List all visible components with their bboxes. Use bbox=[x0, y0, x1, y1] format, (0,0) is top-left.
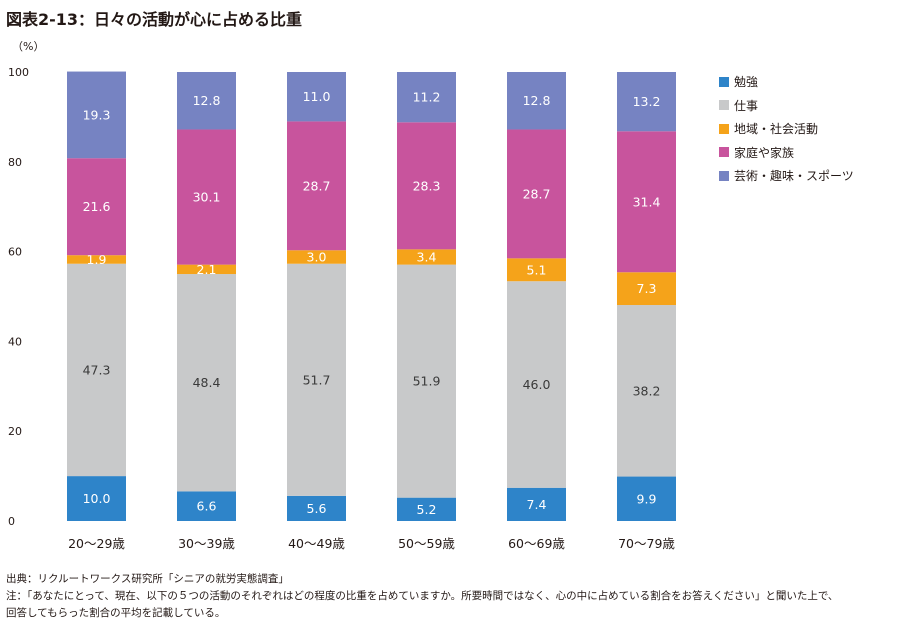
bar-segment bbox=[287, 263, 346, 496]
bar-segment bbox=[177, 129, 236, 265]
y-tick-label: 40 bbox=[8, 335, 22, 348]
y-tick-label: 0 bbox=[8, 515, 15, 528]
data-label: 7.4 bbox=[527, 497, 547, 512]
data-label: 28.7 bbox=[303, 178, 331, 193]
bar-segment bbox=[177, 491, 236, 521]
y-tick-label: 80 bbox=[8, 156, 22, 169]
bar-segment bbox=[507, 258, 566, 282]
data-label: 51.7 bbox=[303, 372, 331, 387]
y-tick-label: 100 bbox=[8, 66, 29, 79]
legend-swatch bbox=[719, 147, 729, 158]
data-label: 28.3 bbox=[413, 178, 441, 193]
bar-segment bbox=[617, 131, 676, 273]
bar-segment bbox=[617, 72, 676, 132]
x-category-label: 40〜49歳 bbox=[288, 536, 345, 551]
data-label: 38.2 bbox=[633, 383, 661, 398]
data-label: 5.1 bbox=[527, 262, 547, 277]
x-category-label: 70〜79歳 bbox=[618, 536, 675, 551]
data-label: 5.2 bbox=[417, 502, 437, 517]
data-label: 21.6 bbox=[83, 199, 111, 214]
legend-label: 仕事 bbox=[734, 98, 759, 113]
data-label: 12.8 bbox=[193, 93, 221, 108]
source-note: 出典：リクルートワークス研究所「シニアの就労実態調査」 bbox=[6, 573, 289, 585]
x-category-label: 50〜59歳 bbox=[398, 536, 455, 551]
legend-swatch bbox=[719, 170, 729, 181]
bar-segment bbox=[507, 72, 566, 130]
data-label: 31.4 bbox=[633, 194, 661, 209]
data-label: 13.2 bbox=[633, 94, 661, 109]
data-label: 12.8 bbox=[523, 93, 551, 108]
data-label: 3.0 bbox=[307, 249, 327, 264]
bar-segment bbox=[177, 274, 236, 492]
bar-segment bbox=[397, 249, 456, 265]
bar-segment bbox=[67, 263, 126, 477]
bar-segment bbox=[287, 121, 346, 251]
data-label: 46.0 bbox=[523, 377, 551, 392]
bar-segment bbox=[507, 129, 566, 259]
data-label: 5.6 bbox=[307, 501, 327, 516]
bar-segment bbox=[617, 305, 676, 477]
bar-segment bbox=[397, 264, 456, 498]
bar-segment bbox=[507, 487, 566, 521]
bar-segment bbox=[617, 476, 676, 521]
legend-swatch bbox=[719, 76, 729, 87]
bar-segment bbox=[67, 255, 126, 264]
data-label: 7.3 bbox=[637, 281, 657, 296]
data-label: 9.9 bbox=[637, 491, 657, 506]
bar-segment bbox=[67, 158, 126, 256]
legend-label: 地域・社会活動 bbox=[734, 122, 819, 137]
bar-segment bbox=[507, 281, 566, 488]
bar-segment bbox=[67, 476, 126, 521]
data-label: 51.9 bbox=[413, 374, 441, 389]
bar-segment bbox=[397, 497, 456, 521]
footnote-line-1: 注：「あなたにとって、現在、以下の５つの活動のそれぞれはどの程度の比重を占めてい… bbox=[6, 590, 839, 602]
data-label: 19.3 bbox=[83, 107, 111, 122]
x-category-label: 30〜39歳 bbox=[178, 536, 235, 551]
legend-swatch bbox=[719, 100, 729, 111]
data-label: 47.3 bbox=[83, 362, 111, 377]
bar-segment bbox=[287, 495, 346, 521]
y-axis-unit-label: （%） bbox=[12, 40, 44, 53]
data-label: 3.4 bbox=[417, 249, 437, 264]
y-tick-label: 20 bbox=[8, 425, 22, 438]
data-label: 28.7 bbox=[523, 186, 551, 201]
legend-item: 勉強 bbox=[719, 70, 854, 94]
chart-title: 図表2-13：日々の活動が心に占める比重 bbox=[6, 10, 303, 29]
legend-item: 地域・社会活動 bbox=[719, 117, 854, 141]
bar-segment bbox=[287, 250, 346, 264]
data-label: 1.9 bbox=[87, 252, 107, 267]
legend-label: 芸術・趣味・スポーツ bbox=[734, 169, 854, 184]
legend-label: 勉強 bbox=[734, 75, 759, 90]
data-label: 2.1 bbox=[197, 262, 217, 277]
data-label: 10.0 bbox=[83, 491, 111, 506]
legend-label: 家庭や家族 bbox=[734, 145, 795, 160]
legend-item: 仕事 bbox=[719, 94, 854, 118]
data-label: 6.6 bbox=[197, 499, 217, 514]
legend-swatch bbox=[719, 123, 729, 134]
data-label: 30.1 bbox=[193, 190, 221, 205]
bar-segment bbox=[177, 72, 236, 130]
x-category-label: 20〜29歳 bbox=[68, 536, 125, 551]
bar-segment bbox=[397, 72, 456, 123]
data-label: 11.0 bbox=[303, 89, 331, 104]
bar-segment bbox=[397, 122, 456, 250]
data-label: 48.4 bbox=[193, 375, 221, 390]
bar-segment bbox=[287, 72, 346, 122]
footnote-line-2: 回答してもらった割合の平均を記載している。 bbox=[6, 607, 226, 619]
legend-item: 家庭や家族 bbox=[719, 141, 854, 165]
bar-segment bbox=[67, 71, 126, 159]
data-label: 11.2 bbox=[413, 90, 441, 105]
y-tick-label: 60 bbox=[8, 246, 22, 259]
x-category-label: 60〜69歳 bbox=[508, 536, 565, 551]
legend-item: 芸術・趣味・スポーツ bbox=[719, 164, 854, 188]
bar-segment bbox=[177, 264, 236, 275]
legend: 勉強仕事地域・社会活動 家庭や家族芸術・趣味・スポーツ bbox=[719, 70, 854, 188]
bar-segment bbox=[617, 272, 676, 306]
